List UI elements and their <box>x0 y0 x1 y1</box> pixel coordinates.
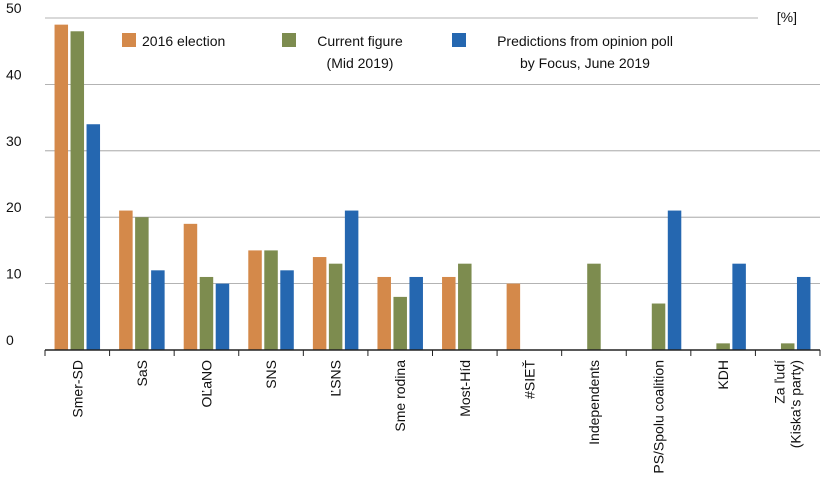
y-tick-labels: 0 10 20 30 40 50 <box>6 0 22 348</box>
unit-label: [%] <box>777 9 797 25</box>
y-tick-label: 40 <box>6 66 22 82</box>
bar <box>667 210 682 350</box>
bar <box>312 257 327 350</box>
legend-label: (Mid 2019) <box>327 55 394 71</box>
bar <box>135 217 149 350</box>
bar <box>344 210 359 350</box>
bar <box>651 303 666 350</box>
grid-lines <box>45 17 820 285</box>
bar <box>780 343 795 350</box>
category-label: Independents <box>586 360 602 445</box>
legend-swatch <box>282 33 296 47</box>
bar <box>506 283 521 350</box>
category-label: OĽaNO <box>198 360 214 408</box>
bar <box>796 276 811 350</box>
bar <box>199 276 214 350</box>
category-label: Smer-SD <box>69 360 85 418</box>
bars <box>54 24 811 351</box>
bar <box>587 263 601 350</box>
category-label: ĽSNS <box>328 360 344 397</box>
bar <box>151 270 165 350</box>
category-label: #SIEŤ <box>521 360 537 399</box>
category-labels: Smer-SD SaS OĽaNO SNS ĽSNS Sme rodina Most-Híd… <box>69 360 803 474</box>
legend-label: Current figure <box>317 33 403 49</box>
bar <box>377 276 391 350</box>
legend-swatch <box>122 33 136 47</box>
legend-label: Predictions from opinion poll <box>497 33 673 49</box>
category-label: (Kiska's party) <box>788 360 804 448</box>
x-axis <box>44 349 821 356</box>
bar <box>215 283 230 350</box>
bar <box>458 263 472 350</box>
bar <box>280 270 294 350</box>
y-tick-label: 0 <box>6 332 14 348</box>
bar <box>409 276 423 350</box>
bar <box>183 223 198 350</box>
legend-swatch <box>452 33 466 47</box>
bar <box>393 296 407 350</box>
category-label: Za ľudí <box>772 360 788 404</box>
y-tick-label: 50 <box>6 0 22 16</box>
category-label: PS/Spolu coalition <box>651 360 667 474</box>
category-label: Most-Híd <box>457 360 473 417</box>
legend-label: by Focus, June 2019 <box>520 55 650 71</box>
legend: 2016 election Current figure (Mid 2019) Pre… <box>122 33 673 71</box>
category-label: SaS <box>134 360 150 386</box>
y-tick-label: 20 <box>6 199 22 215</box>
y-tick-label: 10 <box>6 266 22 282</box>
category-label: SNS <box>263 360 279 389</box>
bar <box>70 31 85 351</box>
y-tick-label: 30 <box>6 133 22 149</box>
bar <box>54 24 69 350</box>
category-label: KDH <box>715 360 731 390</box>
bar <box>442 276 456 350</box>
bar <box>264 250 278 350</box>
category-label: Sme rodina <box>392 360 408 432</box>
bar <box>328 263 343 350</box>
bar <box>86 124 101 351</box>
bar <box>119 210 133 350</box>
bar <box>732 263 746 350</box>
bar <box>716 343 730 350</box>
legend-label: 2016 election <box>142 33 225 49</box>
bar <box>248 250 262 350</box>
